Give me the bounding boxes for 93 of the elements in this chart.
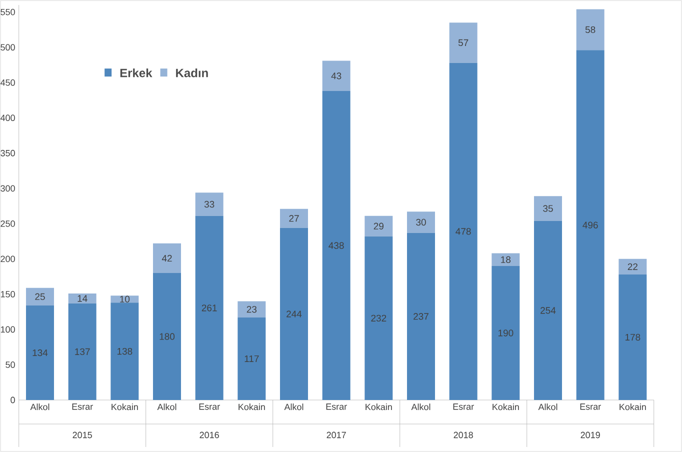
text: 2019 (580, 432, 600, 438)
y-tick-label: 250 (0, 220, 15, 227)
data-label: 18 (501, 256, 511, 263)
data-label: 30 (416, 218, 426, 226)
bar (364, 216, 393, 236)
bar (238, 317, 266, 400)
data-label: 254 (540, 307, 556, 314)
bar (534, 196, 562, 221)
x-tick-label: Esrar (199, 404, 220, 410)
y-tick-label: 300 (0, 185, 15, 192)
data-label: 33 (204, 200, 214, 208)
data-label: 35 (543, 205, 553, 212)
y-tick-label: 550 (0, 8, 15, 16)
text: 2016 (200, 432, 219, 438)
text: 2015 (72, 432, 92, 438)
bar (110, 302, 139, 400)
data-label: 22 (628, 263, 638, 270)
data-label: 232 (371, 314, 386, 322)
data-label: 180 (160, 333, 175, 340)
bar (322, 91, 350, 400)
y-tick-label: 0 (10, 396, 15, 404)
data-label: 58 (585, 26, 596, 34)
bar (492, 266, 520, 400)
data-label: 237 (414, 313, 428, 320)
data-label: 57 (458, 39, 468, 46)
y-tick-label: 500 (0, 44, 15, 51)
bar (576, 50, 604, 400)
data-label: 10 (120, 296, 130, 302)
bar (449, 22, 478, 63)
data-label: 261 (202, 304, 217, 312)
y-tick-label: 350 (0, 150, 15, 156)
bar (195, 192, 224, 216)
data-label: 23 (246, 306, 257, 313)
bar (576, 9, 604, 50)
text: 2018 (454, 432, 473, 438)
x-tick-label: Kokain (492, 404, 519, 410)
data-label: 29 (374, 222, 384, 230)
x-tick-label: Alkol (30, 404, 50, 410)
y-tick-label: 50 (6, 362, 15, 368)
bar (238, 301, 266, 318)
data-label: 134 (32, 349, 48, 356)
bar (407, 212, 436, 233)
x-tick-label: Kokain (620, 404, 646, 410)
bar (153, 243, 181, 274)
data-label: 244 (286, 310, 302, 318)
data-label: 25 (35, 293, 45, 300)
x-tick-label: Alkol (157, 404, 176, 410)
bar (618, 258, 647, 274)
x-tick-label: Esrar (453, 404, 474, 410)
bar (407, 232, 436, 400)
bar (280, 208, 308, 228)
bar (449, 62, 478, 400)
y-tick-label: 100 (0, 326, 15, 333)
x-tick-label: Kokain (112, 404, 138, 410)
data-label: 42 (162, 254, 172, 262)
data-label: 27 (289, 215, 299, 222)
x-tick-label: Alkol (538, 404, 558, 410)
data-label: 117 (244, 355, 259, 362)
x-tick-label: Kokain (366, 404, 392, 410)
y-tick-label: 400 (0, 114, 15, 122)
bar (280, 228, 308, 400)
y-tick-label: 200 (0, 256, 15, 262)
bar (153, 273, 181, 400)
x-tick-label: Esrar (326, 404, 347, 410)
bar (195, 216, 224, 400)
x-tick-label: Esrar (72, 404, 93, 410)
x-tick-label: Esrar (580, 404, 601, 410)
data-label: 137 (75, 348, 90, 356)
data-label: 190 (498, 330, 514, 336)
legend-label: Erkek (120, 68, 152, 78)
data-label: 43 (331, 72, 342, 80)
data-label: 138 (117, 348, 132, 355)
bar (492, 253, 520, 266)
data-label: 496 (582, 222, 598, 228)
data-label: 14 (78, 295, 88, 302)
x-tick-label: Alkol (411, 404, 430, 410)
bar (68, 293, 96, 304)
x-tick-label: Alkol (284, 404, 304, 410)
bar (534, 220, 562, 400)
text: 2017 (326, 432, 346, 438)
bar (364, 236, 393, 400)
bar (322, 60, 350, 92)
data-label: 478 (456, 228, 471, 235)
y-tick-label: 450 (0, 79, 15, 86)
legend-label: Kadın (176, 68, 208, 78)
bar (68, 303, 96, 400)
data-label: 438 (328, 242, 344, 249)
bar (26, 288, 54, 306)
bar (26, 305, 54, 400)
x-tick-label: Kokain (238, 404, 265, 410)
data-label: 178 (625, 334, 640, 341)
y-tick-label: 150 (0, 291, 15, 298)
bar (618, 274, 647, 400)
